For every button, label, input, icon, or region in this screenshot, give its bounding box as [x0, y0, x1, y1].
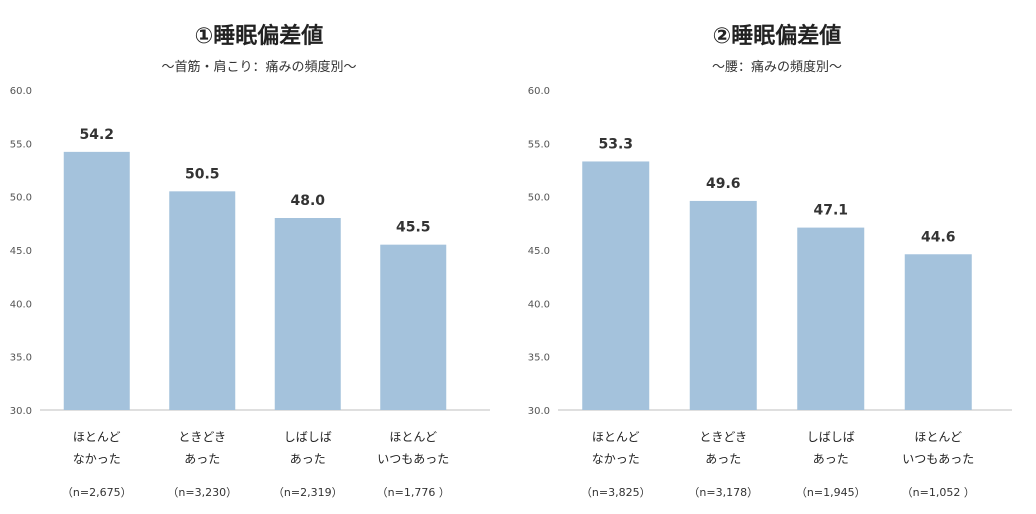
- x-tick-label-line2: あった: [290, 452, 326, 466]
- sample-size-label: （n=3,825）: [581, 486, 651, 499]
- data-label: 47.1: [813, 203, 848, 219]
- y-tick-label: 45.0: [528, 246, 550, 257]
- y-tick-label: 50.0: [10, 193, 32, 204]
- x-tick-label-line1: ときどき: [699, 430, 747, 444]
- data-label: 53.3: [598, 136, 633, 152]
- x-tick-label-line1: ほとんど: [592, 430, 640, 444]
- x-tick-label-line2: あった: [813, 452, 849, 466]
- bar: [582, 161, 650, 410]
- bar: [797, 227, 865, 410]
- data-label: 44.6: [921, 229, 956, 245]
- x-tick-label-line2: いつもあった: [902, 452, 974, 466]
- sample-size-label: （n=1,052 ）: [902, 486, 975, 499]
- chart-subtitle: ～腰：痛みの頻度別～: [711, 60, 842, 75]
- chart-title: ①睡眠偏差値: [194, 24, 324, 49]
- x-tick-label-line1: ほとんど: [73, 430, 121, 444]
- chart-panel-neck-shoulder: ①睡眠偏差値 ～首筋・肩こり：痛みの頻度別～ 60.0 55.0 50.0 45.0 4…: [10, 24, 490, 499]
- chart-title: ②睡眠偏差値: [712, 24, 842, 49]
- y-tick-label: 35.0: [10, 353, 32, 364]
- chart-subtitle: ～首筋・肩こり：痛みの頻度別～: [161, 60, 357, 75]
- chart-panel-lower-back: ②睡眠偏差値 ～腰：痛みの頻度別～ 60.0 55.0 50.0 45.0 40.0 35…: [518, 0, 1036, 514]
- data-label: 54.2: [79, 127, 114, 143]
- sample-size-label: （n=2,319）: [273, 486, 343, 499]
- x-tick-label-line2: いつもあった: [377, 452, 449, 466]
- y-tick-label: 35.0: [528, 353, 550, 364]
- y-tick-label: 50.0: [528, 193, 550, 204]
- x-tick-label-line1: ときどき: [178, 430, 226, 444]
- x-tick-label-line2: あった: [705, 452, 741, 466]
- y-tick-label: 30.0: [528, 406, 550, 417]
- x-tick-label-line2: なかった: [592, 452, 640, 466]
- y-tick-label: 40.0: [10, 299, 32, 310]
- x-tick-label-line1: しばしば: [807, 430, 855, 444]
- x-tick-label-line2: なかった: [73, 452, 121, 466]
- data-label: 50.5: [185, 166, 220, 182]
- sample-size-label: （n=3,230）: [167, 486, 237, 499]
- y-tick-label: 30.0: [10, 406, 32, 417]
- x-tick-label-line2: あった: [184, 452, 220, 466]
- x-tick-label-line1: しばしば: [284, 430, 332, 444]
- y-tick-label: 45.0: [10, 246, 32, 257]
- bar: [274, 218, 341, 410]
- sample-size-label: （n=2,675）: [62, 486, 132, 499]
- data-label: 48.0: [290, 193, 325, 209]
- bar-chart-lower-back: 60.0 55.0 50.0 45.0 40.0 35.0 30.0 53.3 ほとんどなかった…: [528, 86, 1012, 499]
- y-tick-label: 40.0: [528, 299, 550, 310]
- bar: [169, 191, 236, 410]
- sample-size-label: （n=1,776 ）: [377, 486, 450, 499]
- y-tick-label: 55.0: [528, 139, 550, 150]
- data-label: 49.6: [706, 176, 741, 192]
- sample-size-label: （n=3,178）: [688, 486, 758, 499]
- y-tick-label: 55.0: [10, 139, 32, 150]
- bar-chart-neck-shoulder: 60.0 55.0 50.0 45.0 40.0 35.0 30.0 54.2 ほとんどなかった…: [10, 86, 490, 499]
- bar: [689, 200, 757, 410]
- bar: [380, 244, 447, 410]
- y-tick-label: 60.0: [528, 86, 550, 97]
- bar: [904, 254, 972, 410]
- data-label: 45.5: [396, 220, 431, 236]
- sample-size-label: （n=1,945）: [796, 486, 866, 499]
- x-tick-label-line1: ほとんど: [389, 430, 437, 444]
- bar: [63, 151, 130, 410]
- x-tick-label-line1: ほとんど: [914, 430, 962, 444]
- y-tick-label: 60.0: [10, 86, 32, 97]
